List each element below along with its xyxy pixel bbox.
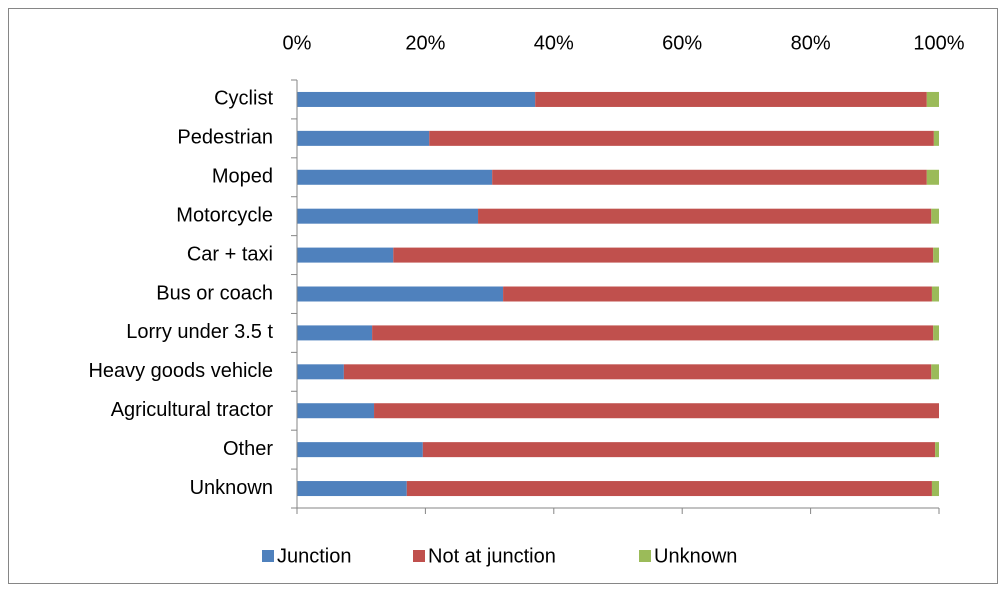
bar-segment [374, 403, 939, 419]
legend-label: Not at junction [428, 545, 556, 567]
y-tick-label: Lorry under 3.5 t [126, 321, 273, 343]
bar-segment [406, 481, 932, 497]
bar-segment [931, 364, 939, 380]
y-tick-label: Moped [212, 166, 273, 188]
bar-segment [933, 130, 939, 146]
y-tick-label: Agricultural tractor [111, 399, 274, 421]
bar-segment [503, 286, 932, 302]
bar-segment [372, 325, 934, 341]
legend-label: Unknown [654, 545, 737, 567]
bar-segment [297, 481, 407, 497]
x-tick-label: 60% [662, 32, 702, 54]
bar-segment [931, 286, 939, 302]
bar-segment [926, 91, 939, 107]
x-tick-label: 20% [405, 32, 445, 54]
bar-segment [297, 325, 373, 341]
bar-segment [297, 130, 430, 146]
y-tick-label: Other [223, 438, 273, 460]
legend-swatch [413, 550, 425, 562]
y-tick-label: Pedestrian [177, 127, 273, 149]
y-tick-label: Motorcycle [176, 204, 273, 226]
bar-segment [343, 364, 932, 380]
bar-segment [297, 403, 375, 419]
y-tick-label: Bus or coach [156, 282, 273, 304]
bar-segment [297, 91, 536, 107]
bar-segment [478, 208, 932, 224]
bar-segment [931, 481, 939, 497]
y-tick-label: Unknown [190, 477, 273, 499]
bar-segment [429, 130, 934, 146]
bar-segment [931, 208, 939, 224]
bar-segment [926, 169, 939, 185]
bar-segment [297, 286, 504, 302]
bar-segment [935, 442, 939, 458]
bar-segment [535, 91, 927, 107]
y-tick-label: Cyclist [214, 88, 273, 110]
x-tick-label: 40% [534, 32, 574, 54]
bar-segment [492, 169, 927, 185]
bar-segment [393, 247, 934, 263]
bar-segment [422, 442, 936, 458]
bar-segment [297, 247, 394, 263]
bar-segment [297, 169, 493, 185]
y-tick-label: Heavy goods vehicle [88, 360, 273, 382]
x-tick-label: 0% [283, 32, 312, 54]
legend-label: Junction [277, 545, 352, 567]
bar-segment [933, 247, 939, 263]
legend-swatch [639, 550, 651, 562]
bar-segment [297, 442, 423, 458]
x-tick-label: 80% [791, 32, 831, 54]
x-tick-label: 100% [913, 32, 964, 54]
y-tick-label: Car + taxi [187, 243, 273, 265]
bar-segment [297, 208, 479, 224]
bar-segment [933, 325, 939, 341]
bar-segment [297, 364, 344, 380]
legend-swatch [262, 550, 274, 562]
